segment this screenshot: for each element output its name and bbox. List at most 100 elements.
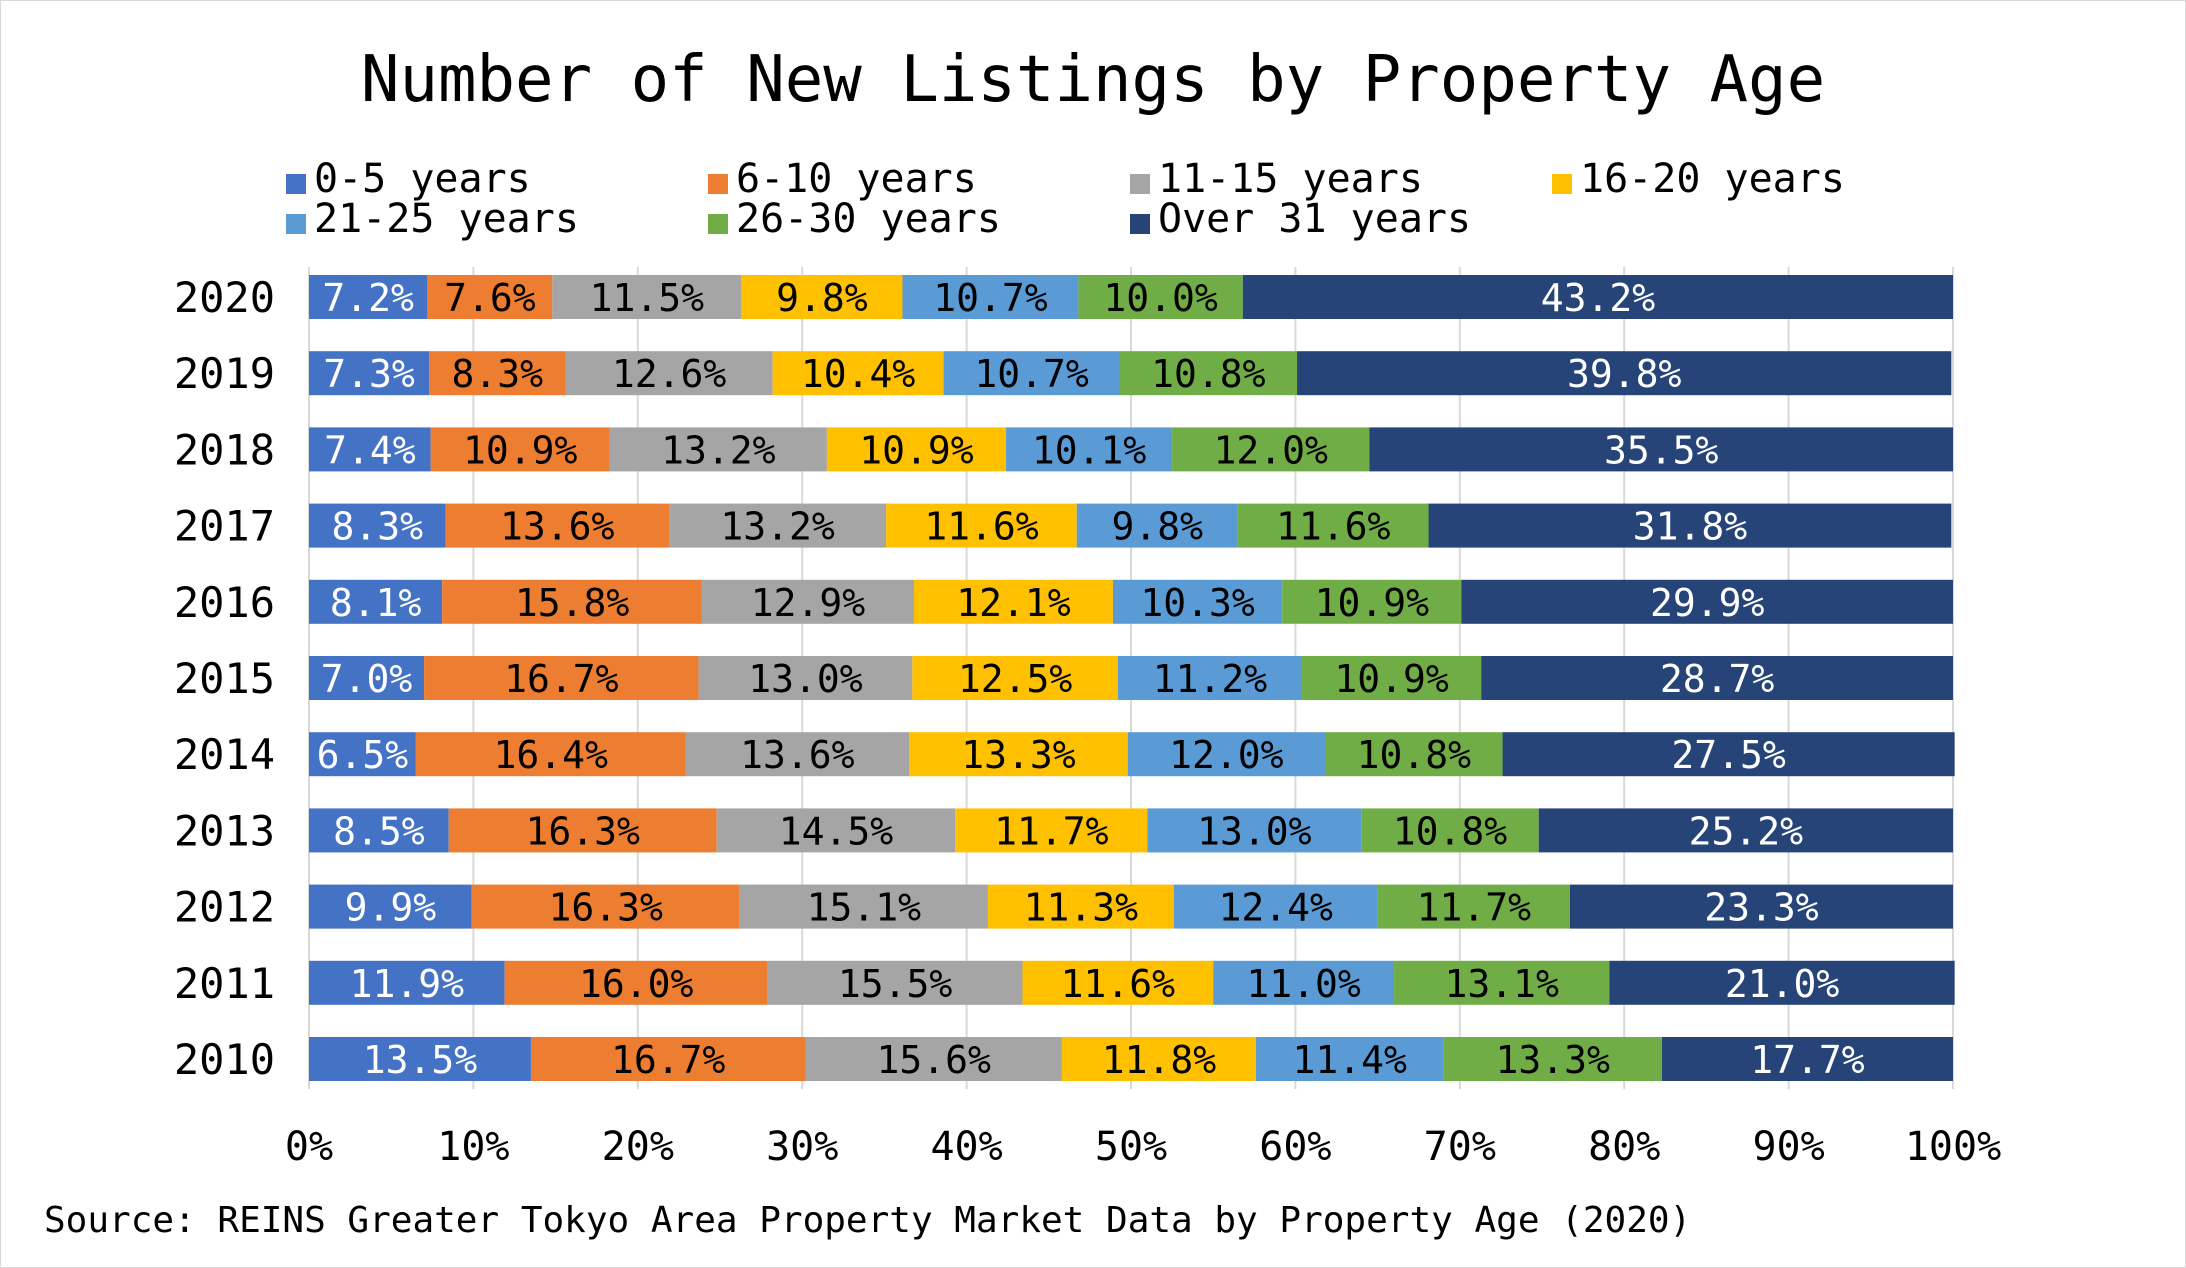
bar-segment bbox=[448, 808, 717, 853]
data-label: 12.0% bbox=[1214, 428, 1329, 472]
data-label: 13.0% bbox=[748, 657, 863, 701]
bar-segment bbox=[309, 1037, 531, 1081]
bar-segment bbox=[1242, 275, 1953, 319]
bar-row: 9.9% 16.3% 15.1% 11.3% 12.4% 11.7% 23.3% bbox=[309, 884, 1953, 930]
data-label: 7.3% bbox=[323, 352, 415, 396]
legend-label: Over 31 years bbox=[1158, 196, 1471, 242]
data-label: 10.0% bbox=[1103, 276, 1218, 320]
bar-segment bbox=[1609, 960, 1955, 1005]
bar-segment bbox=[504, 960, 768, 1005]
data-label: 43.2% bbox=[1541, 276, 1656, 320]
bar-segment bbox=[1282, 579, 1462, 624]
category-label: 2010 bbox=[174, 1035, 275, 1084]
legend-item: 21-25 years bbox=[286, 196, 579, 242]
data-label: 16.3% bbox=[526, 809, 641, 853]
x-tick-label: 90% bbox=[1752, 1124, 1824, 1170]
bar-segment bbox=[1237, 503, 1429, 548]
category-label: 2016 bbox=[174, 578, 275, 627]
bar-segment bbox=[943, 351, 1120, 396]
legend-item: 11-15 years bbox=[1130, 156, 1423, 202]
data-label: 29.9% bbox=[1650, 581, 1765, 625]
data-label: 8.3% bbox=[451, 352, 543, 396]
legend-item: 0-5 years bbox=[286, 156, 531, 202]
data-label: 8.3% bbox=[331, 505, 423, 549]
bar-segment bbox=[471, 884, 740, 929]
bar-segment bbox=[1443, 1037, 1663, 1081]
data-label: 10.7% bbox=[933, 276, 1048, 320]
bar-segment bbox=[826, 427, 1007, 472]
legend-swatch bbox=[286, 174, 306, 194]
bar-segment bbox=[1481, 656, 1953, 700]
bar-segment bbox=[309, 808, 449, 853]
data-label: 10.7% bbox=[974, 352, 1089, 396]
data-label: 35.5% bbox=[1604, 428, 1719, 472]
category-label: 2013 bbox=[174, 806, 275, 855]
bar-segment bbox=[739, 884, 988, 929]
legend-label: 26-30 years bbox=[736, 196, 1001, 242]
bar-segment bbox=[445, 503, 670, 548]
bar-segment bbox=[886, 503, 1077, 548]
source-note: Source: REINS Greater Tokyo Area Propert… bbox=[44, 1200, 1691, 1241]
bar-row: 7.0% 16.7% 13.0% 12.5% 11.2% 10.9% 28.7% bbox=[309, 656, 1953, 701]
data-label: 15.6% bbox=[877, 1038, 992, 1082]
bar-segment bbox=[1369, 427, 1953, 472]
legend-swatch bbox=[286, 214, 306, 234]
data-label: 11.3% bbox=[1024, 886, 1139, 930]
data-label: 9.8% bbox=[1112, 505, 1204, 549]
bar-segment bbox=[309, 732, 416, 777]
data-label: 11.4% bbox=[1292, 1038, 1407, 1082]
legend-label: 11-15 years bbox=[1158, 156, 1423, 202]
data-label: 16.4% bbox=[493, 733, 608, 777]
data-label: 11.0% bbox=[1246, 962, 1361, 1006]
bar-segment bbox=[1127, 732, 1325, 777]
bar-segment bbox=[427, 275, 553, 319]
bar-segment bbox=[1076, 503, 1238, 548]
x-tick-label: 50% bbox=[1095, 1124, 1167, 1170]
bar-segment bbox=[309, 579, 443, 624]
data-label: 10.3% bbox=[1140, 581, 1255, 625]
legend-item: 16-20 years bbox=[1552, 156, 1845, 202]
bar-row: 8.3% 13.6% 13.2% 11.6% 9.8% 11.6% 31.8% bbox=[309, 503, 1952, 549]
bar-segment bbox=[424, 656, 699, 700]
bar-segment bbox=[309, 503, 446, 548]
bar-segment bbox=[309, 351, 430, 396]
data-label: 7.2% bbox=[322, 276, 414, 320]
bar-segment bbox=[902, 275, 1079, 319]
bar-segment bbox=[309, 656, 425, 700]
legend: 0-5 years 6-10 years 11-15 years 16-20 year… bbox=[286, 156, 1845, 242]
bar-segment bbox=[415, 732, 686, 777]
category-label: 2015 bbox=[174, 654, 275, 703]
bar-segment bbox=[1502, 732, 1955, 777]
bar-segment bbox=[701, 579, 914, 624]
bar-row: 11.9% 16.0% 15.5% 11.6% 11.0% 13.1% 21.0% bbox=[309, 960, 1955, 1006]
bars: 7.2% 7.6% 11.5% 9.8% 10.7% 10.0% 43.2% 7.3% 8.3%… bbox=[309, 275, 1955, 1082]
chart-title: Number of New Listings by Property Age bbox=[361, 43, 1825, 117]
x-tick-label: 30% bbox=[766, 1124, 838, 1170]
data-label: 12.0% bbox=[1169, 733, 1284, 777]
data-label: 10.9% bbox=[859, 428, 974, 472]
bar-segment bbox=[1394, 960, 1610, 1005]
bar-segment bbox=[741, 275, 903, 319]
bar-row: 8.1% 15.8% 12.9% 12.1% 10.3% 10.9% 29.9% bbox=[309, 579, 1953, 625]
bar-segment bbox=[530, 1037, 806, 1081]
data-label: 15.8% bbox=[515, 581, 630, 625]
legend-label: 16-20 years bbox=[1580, 156, 1845, 202]
data-label: 13.5% bbox=[363, 1038, 478, 1082]
x-tick-label: 80% bbox=[1588, 1124, 1660, 1170]
category-label: 2011 bbox=[174, 959, 275, 1008]
data-label: 10.8% bbox=[1151, 352, 1266, 396]
data-label: 16.3% bbox=[549, 886, 664, 930]
data-label: 16.7% bbox=[504, 657, 619, 701]
bar-row: 7.3% 8.3% 12.6% 10.4% 10.7% 10.8% 39.8% bbox=[309, 351, 1952, 396]
data-label: 8.1% bbox=[330, 581, 422, 625]
bar-segment bbox=[1006, 427, 1173, 472]
bar-segment bbox=[1538, 808, 1953, 853]
bar-segment bbox=[309, 960, 505, 1005]
legend-swatch bbox=[1130, 214, 1150, 234]
bar-segment bbox=[1112, 579, 1283, 624]
data-label: 14.5% bbox=[779, 809, 894, 853]
category-label: 2020 bbox=[174, 273, 275, 322]
x-tick-label: 0% bbox=[285, 1124, 333, 1170]
legend-swatch bbox=[708, 174, 728, 194]
